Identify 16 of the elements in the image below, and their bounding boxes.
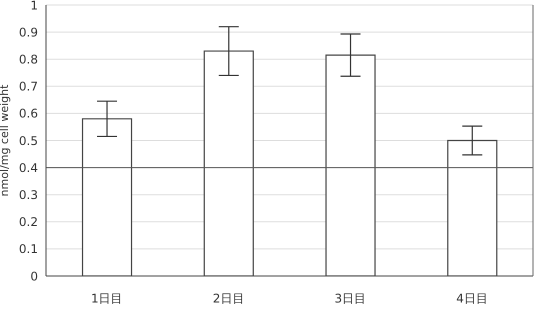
x-tick-label: 4日目 <box>456 292 488 306</box>
y-tick-label: 0.1 <box>18 242 38 256</box>
y-tick-label: 0.9 <box>18 25 38 40</box>
y-axis-title: nmol/mg cell weight <box>0 84 11 196</box>
y-tick-label: 0.5 <box>18 134 38 148</box>
x-tick-label: 2日目 <box>212 292 244 306</box>
y-tick-label: 0.3 <box>18 188 38 202</box>
y-tick-label: 0.8 <box>18 52 38 66</box>
x-tick-label: 3日目 <box>334 292 366 306</box>
y-tick-label: 0.4 <box>18 160 38 175</box>
y-tick-label: 0.7 <box>18 80 38 94</box>
y-tick-label: 0.2 <box>18 215 38 230</box>
y-tick-label: 1 <box>30 0 38 12</box>
y-tick-label: 0 <box>30 269 38 284</box>
x-tick-label: 1日目 <box>91 292 123 306</box>
y-tick-label: 0.6 <box>18 106 38 121</box>
